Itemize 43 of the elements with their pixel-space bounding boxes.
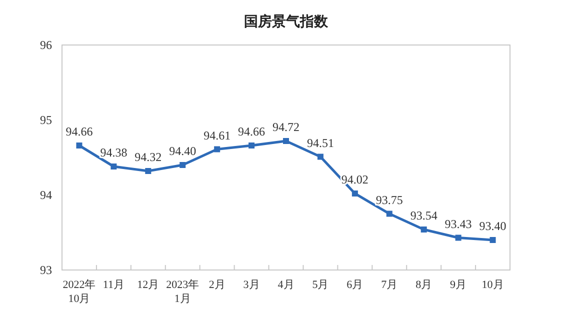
data-label: 94.32 [134,150,162,164]
data-label: 94.61 [204,128,231,142]
x-tick-label: 12月 [137,279,160,291]
point [214,146,220,152]
x-tick-label: 2022年 10月 [62,279,96,305]
x-tick-label: 10月 [482,279,504,291]
data-label: 93.54 [410,208,438,222]
x-tick-label: 2月 [208,279,226,291]
x-tick-label: 3月 [243,279,260,291]
data-label: 94.66 [238,124,266,138]
x-tick-label: 4月 [278,279,294,291]
point [283,138,289,144]
point [76,142,82,148]
point [455,234,462,241]
x-tick-label: 11月 [102,279,124,291]
x-tick-label: 7月 [381,279,398,291]
y-tick-label: 94 [40,188,52,202]
x-tick-label: 2023年 1月 [166,279,200,305]
data-label: 94.40 [169,144,196,158]
data-label: 93.40 [479,219,506,233]
data-label: 94.72 [272,120,300,134]
y-tick-label: 96 [40,38,52,52]
data-label: 94.51 [306,136,334,150]
point [180,162,186,168]
point [386,210,392,217]
point [317,154,324,160]
x-tick-label: 9月 [450,279,467,291]
point [420,226,427,232]
x-tick-label: 5月 [312,279,329,291]
data-label: 94.66 [66,124,93,138]
data-label: 93.75 [376,192,403,207]
chart-title: 国房景气指数 [244,13,329,29]
point [490,237,496,243]
data-label: 93.43 [444,216,472,231]
point [352,190,358,196]
point [248,142,255,148]
y-tick-label: 95 [40,113,52,127]
point [110,164,117,170]
point [145,168,152,174]
x-tick-label: 6月 [346,279,364,291]
data-label: 94.38 [100,146,128,160]
x-tick-label: 8月 [416,279,432,291]
y-tick-label: 93 [40,263,52,277]
